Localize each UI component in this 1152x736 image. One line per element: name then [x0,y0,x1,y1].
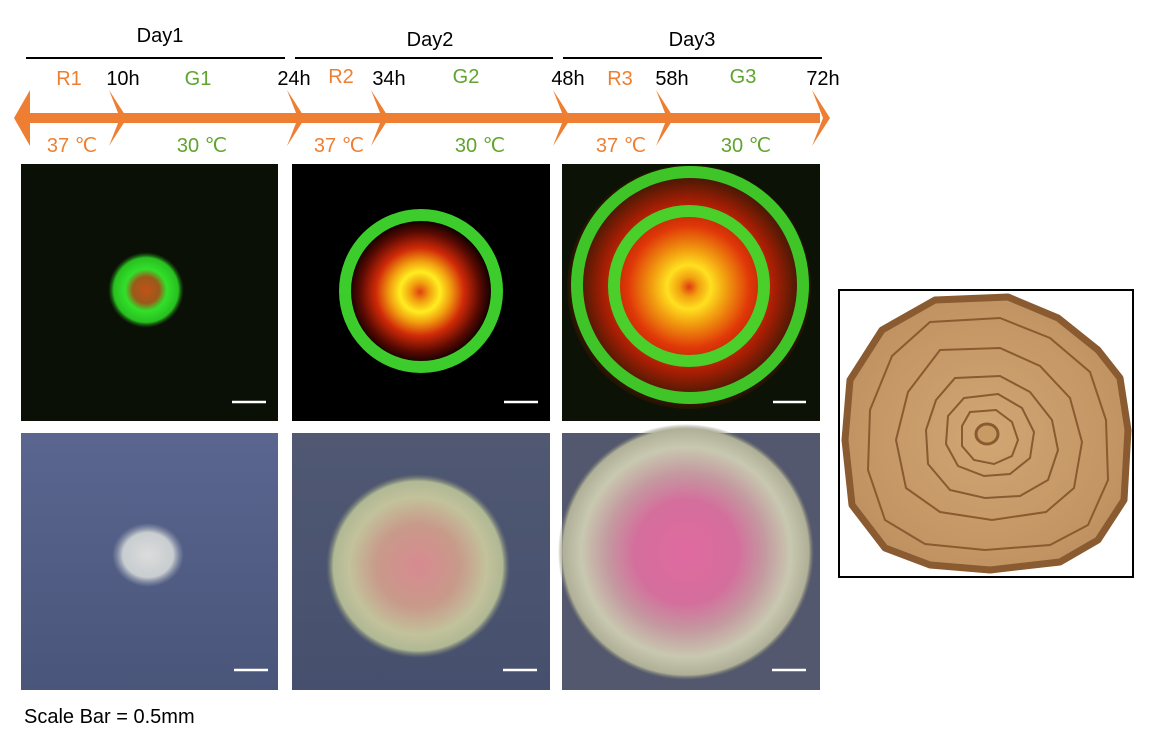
phase-label-g1: G1 [185,68,212,90]
scale-caption: Scale Bar = 0.5mm [24,706,195,728]
photo-panel-day3 [558,424,820,690]
fluorescence-panel-day1 [21,164,278,421]
day-label: Day1 [137,25,184,47]
phase-label-r1: R1 [56,68,82,90]
day-label: Day2 [407,29,454,51]
phase-label-r3: R3 [607,68,633,90]
tree-ring-illustration [838,289,1134,578]
timepoint-label: 34h [372,68,405,90]
timepoint-label: 24h [277,68,310,90]
photo-panel-day1 [21,433,278,690]
timepoint-label: 58h [655,68,688,90]
temperature-label: 37 ℃ [596,135,646,157]
phase-label-g3: G3 [730,66,757,88]
temperature-label: 30 ℃ [177,135,227,157]
timeline-arrow [14,90,830,146]
phase-label-g2: G2 [453,66,480,88]
phase-label-r2: R2 [328,66,354,88]
temperature-label: 30 ℃ [455,135,505,157]
photo-panel-day2 [292,433,550,690]
timepoint-label: 10h [106,68,139,90]
fluorescence-panel-day2 [292,164,550,421]
temperature-label: 37 ℃ [314,135,364,157]
temperature-label: 37 ℃ [47,135,97,157]
day-label: Day3 [669,29,716,51]
timepoint-label: 48h [551,68,584,90]
temperature-label: 30 ℃ [721,135,771,157]
timepoint-label: 72h [806,68,839,90]
fluorescence-panel-day3 [562,164,820,421]
